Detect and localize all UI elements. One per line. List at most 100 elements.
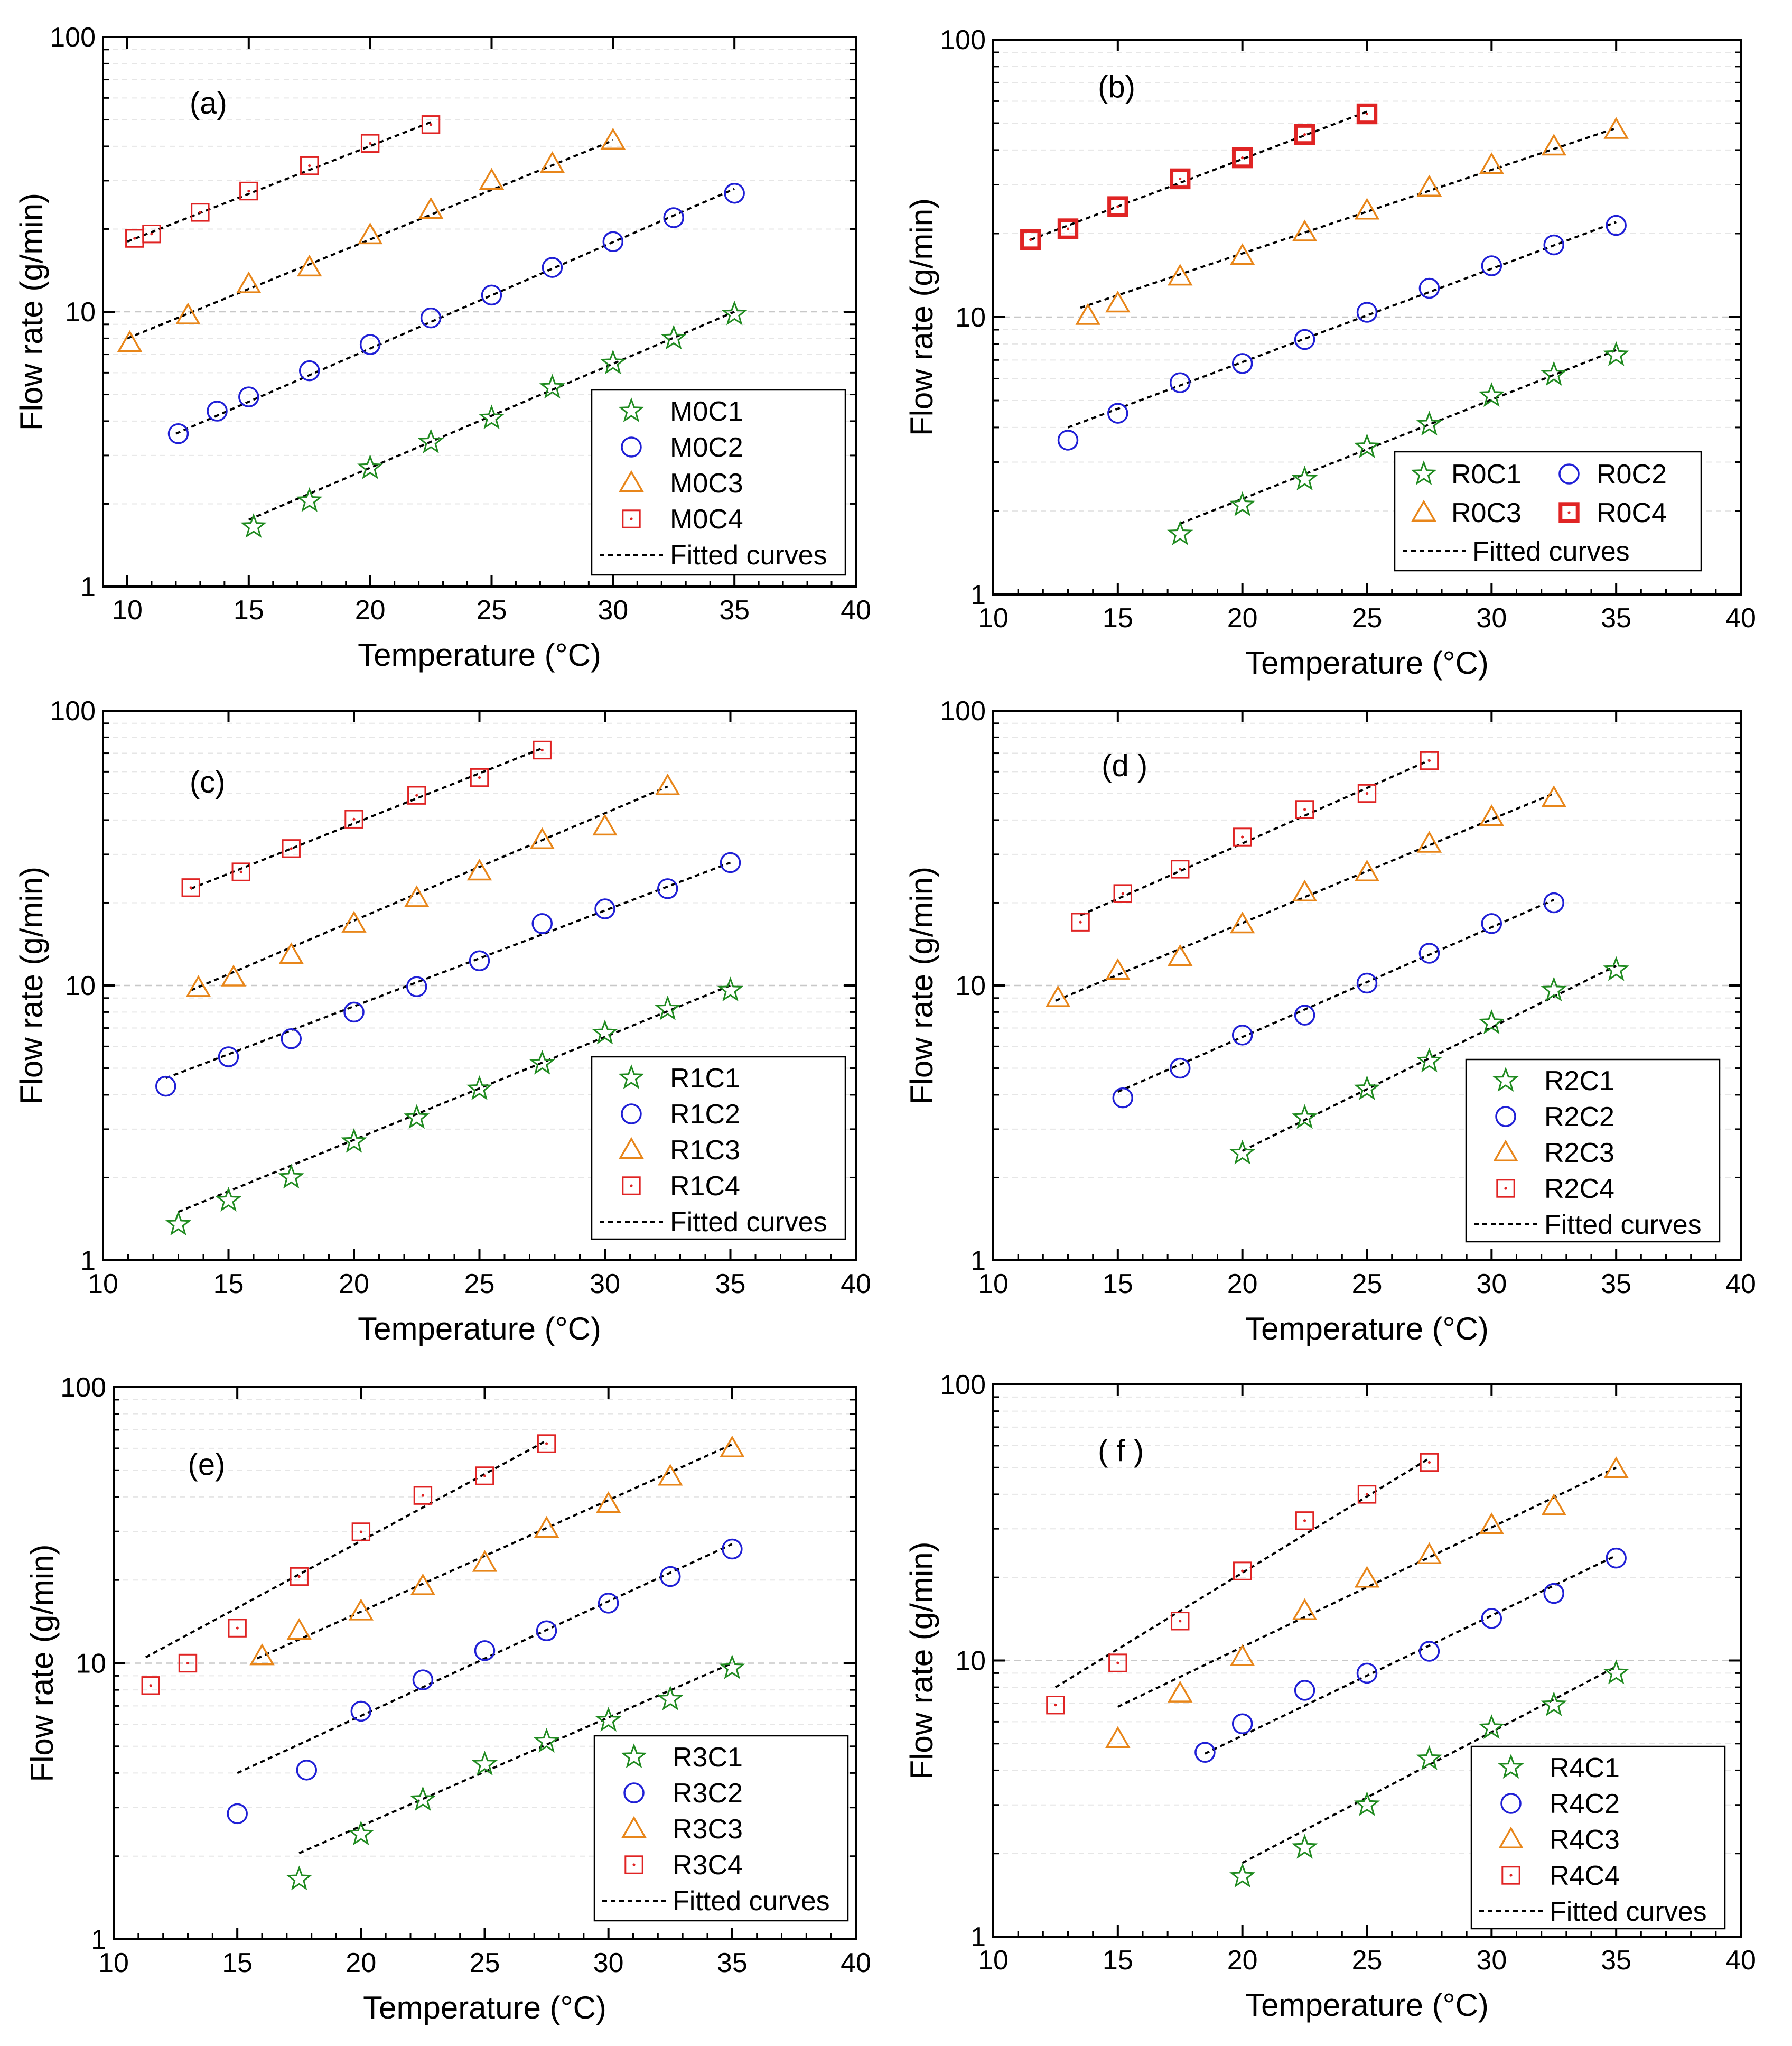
legend-label-R2C3: R2C3 [1544, 1138, 1614, 1168]
x-tick-label: 35 [715, 1269, 746, 1299]
data-point-R3C1 [286, 1865, 312, 1891]
data-point-R4C4 [1046, 1696, 1065, 1715]
fitted-curve-R4C2 [1205, 1555, 1617, 1755]
fitted-curve-R1C2 [165, 861, 731, 1080]
data-point-R0C3 [1416, 174, 1442, 197]
legend-label-R3C2: R3C2 [673, 1778, 743, 1809]
data-point-R0C3 [1292, 219, 1318, 241]
data-point-R1C1 [404, 1104, 430, 1129]
data-point-M0C2 [420, 307, 442, 329]
data-point-R4C4 [1171, 1612, 1190, 1631]
data-point-R1C1 [592, 1019, 618, 1045]
data-point-R1C2 [720, 852, 741, 873]
data-point-R2C4 [1071, 913, 1090, 932]
data-point-M0C1 [478, 404, 505, 430]
data-point-M0C3 [297, 254, 322, 277]
legend-marker-R2C1 [1492, 1067, 1519, 1092]
fitted-curve-R3C3 [256, 1443, 733, 1660]
data-point-R4C2 [1356, 1662, 1378, 1684]
data-point-M0C2 [167, 423, 189, 444]
data-point-R3C2 [227, 1803, 248, 1825]
data-point-M0C1 [600, 349, 626, 375]
x-tick-label: 25 [477, 595, 507, 626]
data-point-R4C3 [1479, 1512, 1505, 1534]
y-tick-label: 1 [80, 1245, 96, 1276]
fitted-curve-R0C2 [1067, 221, 1617, 429]
data-point-R4C4 [1295, 1511, 1314, 1530]
legend-label-R3C4: R3C4 [673, 1850, 743, 1881]
data-point-R0C3 [1603, 117, 1629, 139]
data-point-R0C1 [1541, 361, 1567, 386]
data-point-R1C2 [594, 898, 615, 919]
y-axis-title: Flow rate (g/min) [904, 1541, 939, 1779]
legend-marker-R3C1 [621, 1743, 647, 1768]
x-axis-title: Temperature (°C) [1245, 1987, 1489, 2023]
legend-label-R0C4: R0C4 [1597, 498, 1667, 528]
data-point-R2C3 [1416, 831, 1442, 853]
panel-label: ( f ) [1098, 1434, 1144, 1468]
data-point-R2C1 [1603, 956, 1629, 981]
x-tick-label: 10 [112, 595, 143, 626]
data-point-R0C3 [1105, 290, 1131, 313]
legend-label-R0C3: R0C3 [1451, 498, 1522, 528]
legend-box [1465, 1058, 1721, 1243]
legend-marker-R3C3 [621, 1816, 647, 1838]
data-point-R3C3 [720, 1435, 745, 1457]
legend-label-R1C2: R1C2 [670, 1099, 740, 1130]
fitted-curve-R1C4 [190, 747, 543, 890]
fitted-curve-R4C4 [1054, 1457, 1430, 1688]
data-point-R3C2 [536, 1620, 557, 1641]
fitted-curve-R2C3 [1055, 792, 1555, 1002]
fitted-curve-R1C3 [190, 785, 668, 992]
data-point-R1C4 [282, 839, 301, 858]
y-axis-title: Flow rate (g/min) [14, 193, 49, 431]
legend-marker-R4C2 [1500, 1793, 1522, 1814]
data-point-R3C2 [412, 1669, 434, 1690]
fitted-curve-M0C4 [127, 121, 432, 243]
legend-box [591, 1056, 846, 1240]
data-point-R1C3 [529, 827, 555, 850]
x-tick-label: 10 [98, 1948, 129, 1978]
legend: M0C1 M0C2 M0C3 M0C4 Fitted curves [591, 389, 846, 576]
data-point-M0C3 [236, 271, 262, 293]
data-point-R4C2 [1418, 1641, 1440, 1662]
data-point-R3C1 [409, 1786, 436, 1811]
data-point-M0C2 [724, 182, 745, 204]
data-point-R1C2 [531, 913, 553, 934]
x-tick-label: 30 [1476, 603, 1507, 634]
data-point-R0C3 [1075, 303, 1100, 325]
data-point-R1C3 [185, 975, 211, 997]
data-point-R4C1 [1291, 1834, 1318, 1859]
y-tick-label: 100 [940, 696, 986, 727]
data-point-R2C3 [1105, 958, 1131, 980]
fitted-curve-R3C1 [298, 1662, 733, 1854]
data-point-R3C3 [286, 1618, 312, 1640]
data-point-R3C2 [296, 1760, 318, 1781]
legend-marker-R0C3 [1411, 499, 1436, 522]
legend-label-R4C3: R4C3 [1550, 1825, 1620, 1855]
data-point-R4C2 [1194, 1742, 1216, 1763]
y-tick-label: 10 [65, 971, 96, 1001]
data-point-M0C3 [600, 127, 626, 150]
legend-marker-M0C1 [618, 397, 645, 422]
legend-label-R2C2: R2C2 [1544, 1102, 1614, 1132]
data-point-R4C1 [1603, 1659, 1629, 1685]
legend-label-fitted: Fitted curves [673, 1886, 830, 1917]
x-tick-label: 15 [1103, 1269, 1133, 1299]
data-point-M0C2 [207, 401, 228, 422]
x-tick-label: 30 [590, 1269, 620, 1299]
data-point-R2C4 [1357, 784, 1377, 803]
legend-marker-R2C3 [1493, 1139, 1518, 1162]
y-tick-label: 100 [50, 696, 96, 727]
y-tick-label: 1 [970, 580, 986, 610]
data-point-R3C1 [348, 1820, 374, 1846]
data-point-R2C1 [1229, 1139, 1256, 1165]
data-point-M0C3 [418, 197, 444, 219]
data-point-M0C1 [721, 300, 748, 326]
data-point-R3C2 [722, 1538, 743, 1560]
legend-label-R4C2: R4C2 [1550, 1789, 1620, 1819]
x-tick-label: 25 [1352, 1269, 1383, 1299]
data-point-R0C4 [1170, 168, 1191, 190]
